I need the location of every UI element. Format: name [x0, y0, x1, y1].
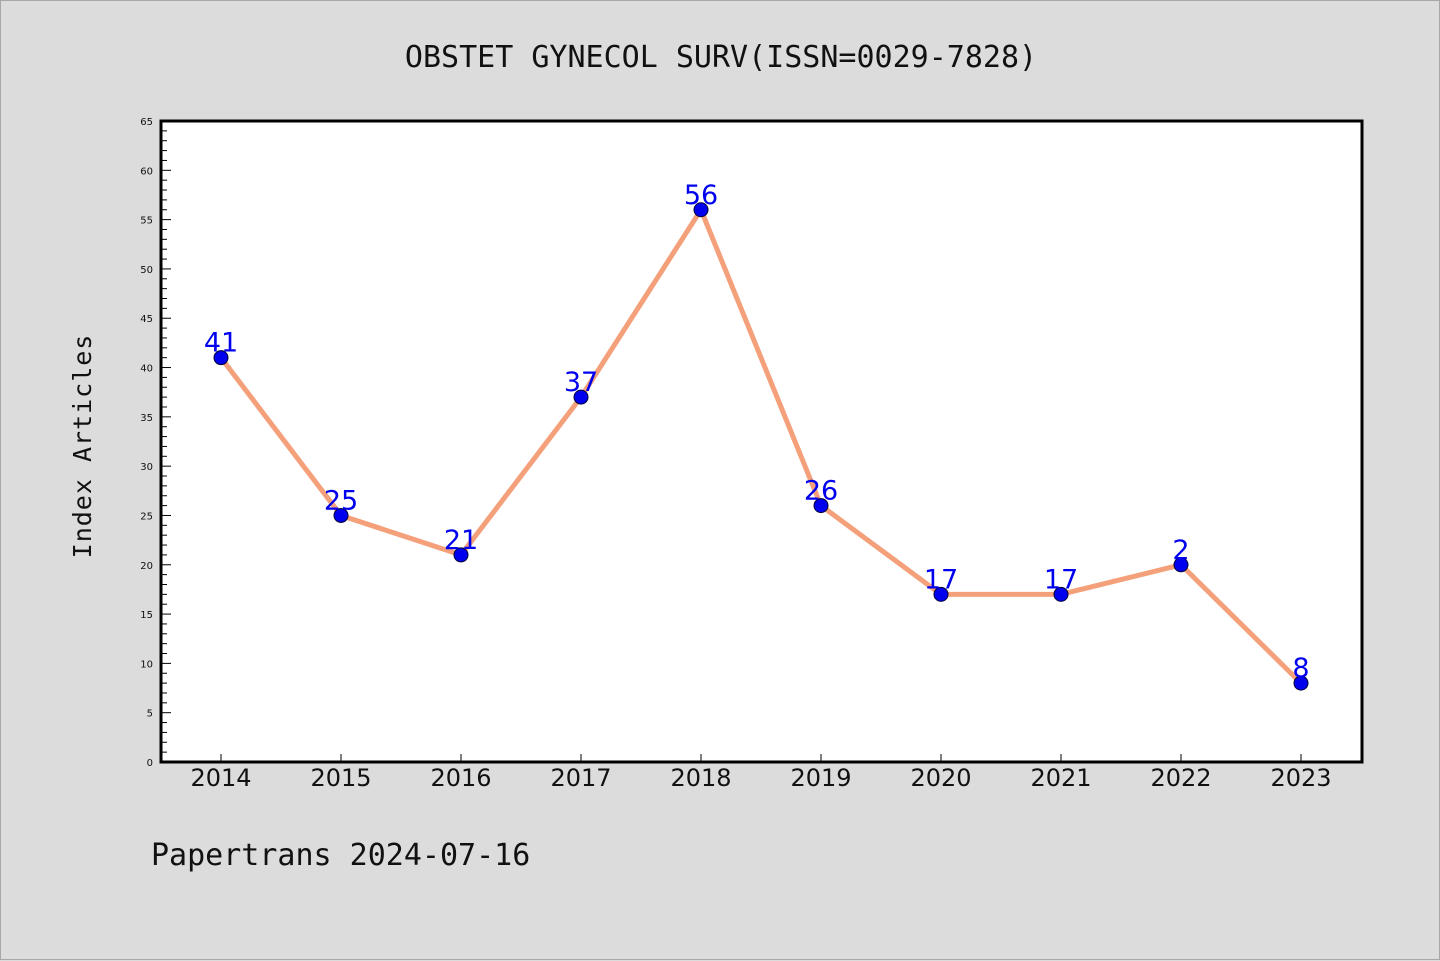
- y-tick-label: 35: [140, 413, 153, 424]
- data-label: 2: [1172, 535, 1189, 566]
- x-tick-label: 2018: [670, 764, 731, 792]
- data-point: [1053, 586, 1069, 602]
- x-tick-label: 2021: [1030, 764, 1091, 792]
- x-tick-label: 2014: [190, 764, 251, 792]
- y-tick-label: 20: [140, 561, 153, 572]
- data-label: 21: [444, 525, 478, 556]
- data-point: [453, 547, 469, 563]
- data-label: 41: [204, 328, 238, 359]
- y-tick-label: 15: [140, 610, 153, 621]
- x-tick-label: 2023: [1270, 764, 1331, 792]
- y-tick-label: 10: [140, 659, 153, 670]
- y-tick-label: 5: [147, 709, 153, 720]
- y-tick-label: 25: [140, 511, 153, 522]
- y-tick-label: 50: [140, 265, 153, 276]
- series-line-group: 41 25 21 37 56 26 17 17 2 8: [204, 180, 1310, 691]
- y-axis: 0 5 10 15 20 25 30 35 40 45 50 55 60 65: [140, 117, 171, 769]
- x-tick-label: 2020: [910, 764, 971, 792]
- data-label: 17: [1044, 564, 1078, 595]
- y-tick-label: 30: [140, 462, 153, 473]
- footer-credit: Papertrans 2024-07-16: [151, 838, 530, 873]
- data-label: 8: [1292, 653, 1309, 684]
- y-tick-label: 45: [140, 314, 153, 325]
- data-point: [693, 202, 709, 218]
- plot-area: [159, 119, 1364, 764]
- chart-title: OBSTET GYNECOL SURV(ISSN=0029-7828): [405, 40, 1037, 75]
- x-axis: 2014 2015 2016 2017 2018 2019 2020 2021 2022 2023: [190, 754, 1332, 792]
- y-axis-label: Index Articles: [68, 334, 97, 559]
- data-label: 26: [804, 476, 838, 507]
- data-point: [933, 586, 949, 602]
- x-tick-label: 2019: [790, 764, 851, 792]
- series-line: [218, 207, 1304, 686]
- y-tick-label: 55: [140, 216, 153, 227]
- data-point: [213, 350, 229, 366]
- data-point: [1293, 675, 1309, 691]
- data-point: [333, 507, 349, 523]
- x-tick-label: 2017: [550, 764, 611, 792]
- x-tick-label: 2015: [310, 764, 371, 792]
- data-label: 37: [564, 367, 598, 398]
- y-tick-label: 0: [147, 758, 153, 769]
- data-label: 17: [924, 564, 958, 595]
- data-point: [813, 498, 829, 514]
- data-label: 56: [684, 180, 718, 211]
- data-label: 25: [324, 485, 358, 516]
- data-point: [1173, 557, 1189, 573]
- x-tick-label: 2016: [430, 764, 491, 792]
- data-point: [573, 389, 589, 405]
- x-tick-label: 2022: [1150, 764, 1211, 792]
- y-tick-label: 40: [140, 364, 153, 375]
- y-tick-label: 65: [140, 117, 153, 128]
- y-tick-label: 60: [140, 166, 153, 177]
